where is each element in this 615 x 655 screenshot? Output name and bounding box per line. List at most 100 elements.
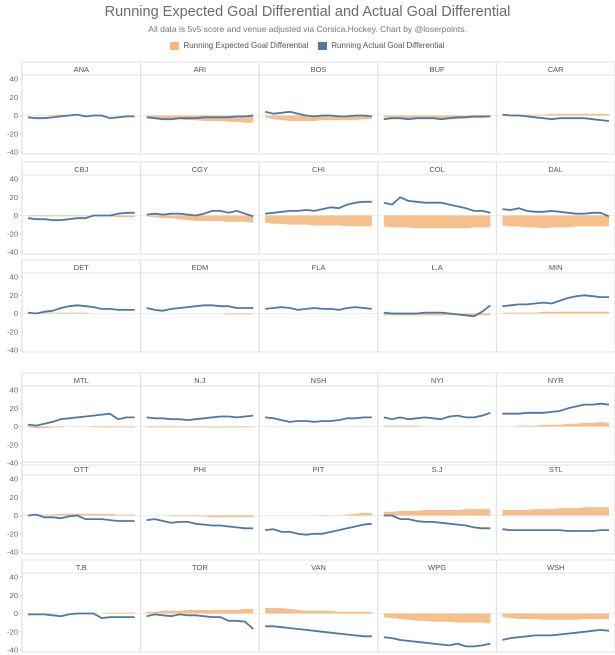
team-panel[interactable]: VAN (258, 559, 379, 653)
team-label: COL (429, 165, 444, 174)
expected-goal-diff-area (28, 513, 135, 516)
expected-goal-diff-area (502, 613, 609, 620)
team-label: NYR (548, 376, 564, 385)
team-panel[interactable]: DET 40 20 0 -20 -40 (7, 259, 142, 355)
y-tick-label: 40 (10, 175, 18, 184)
team-panel[interactable]: ANA 40 20 0 -20 -40 (7, 61, 142, 157)
y-tick-label: 0 (14, 111, 18, 120)
y-tick-label: -40 (7, 346, 18, 355)
panel-border (140, 461, 260, 555)
y-tick-label: 40 (10, 475, 18, 484)
team-label: NYI (431, 376, 444, 385)
actual-goal-diff-line (27, 113, 135, 120)
team-panel[interactable]: DAL (495, 161, 615, 255)
expected-goal-diff-area (28, 312, 135, 314)
actual-goal-diff-line (383, 411, 491, 421)
y-tick-label: 20 (10, 591, 18, 600)
team-panel[interactable]: WPG (377, 559, 497, 653)
expected-goal-diff-area (383, 425, 491, 427)
expected-goal-diff-area (383, 509, 491, 516)
team-label: CHI (312, 165, 325, 174)
y-tick-label: 0 (14, 309, 18, 318)
team-panel[interactable]: FLA (258, 259, 379, 353)
team-panel[interactable]: L.A (377, 259, 497, 353)
y-tick-label: -20 (7, 229, 18, 238)
actual-goal-diff-line (146, 304, 254, 312)
panel-border (495, 161, 615, 255)
team-panel[interactable]: T.B 40 20 0 -20 -40 (7, 559, 142, 655)
legend-item-expected[interactable]: Running Expected Goal Differential (170, 41, 308, 50)
team-label: TOR (192, 563, 208, 572)
expected-goal-diff-area (146, 515, 254, 518)
team-label: ARI (194, 65, 207, 74)
expected-goal-diff-area (383, 613, 491, 624)
actual-goal-diff-line (146, 114, 254, 121)
team-panel[interactable]: S.J (377, 461, 497, 555)
y-tick-label: 0 (14, 422, 18, 431)
actual-goal-diff-line (502, 629, 610, 641)
team-label: MIN (549, 263, 563, 272)
actual-goal-diff-line (383, 115, 491, 121)
team-panel[interactable]: N.J (140, 372, 260, 466)
expected-goal-diff-area (28, 114, 135, 117)
team-panel[interactable]: OTT 40 20 0 -20 -40 (7, 461, 142, 557)
team-panel[interactable]: CAR (495, 61, 615, 155)
team-panel[interactable]: STL (495, 461, 615, 555)
team-panel[interactable]: CGY (140, 161, 260, 255)
actual-goal-diff-line (265, 522, 372, 536)
chart-subtitle: All data is 5v5 score and venue adjusted… (148, 24, 467, 34)
y-tick-label: 20 (10, 193, 18, 202)
actual-goal-diff-line (265, 625, 372, 638)
actual-goal-diff-line (146, 613, 254, 630)
panel-border (377, 161, 497, 255)
y-tick-label: 40 (10, 75, 18, 84)
actual-goal-diff-line (265, 306, 372, 311)
team-label: CBJ (74, 165, 88, 174)
team-panel[interactable]: EDM (140, 259, 260, 353)
expected-goal-diff-area (146, 215, 254, 223)
team-panel[interactable]: BUF (377, 61, 497, 155)
expected-goal-diff-area (502, 311, 609, 314)
y-tick-label: 0 (14, 609, 18, 618)
actual-goal-diff-line (383, 304, 491, 318)
actual-goal-diff-line (146, 518, 254, 530)
panel-border (495, 372, 615, 466)
team-panel[interactable]: MIN (495, 259, 615, 353)
actual-goal-diff-line (383, 636, 491, 648)
team-panel[interactable]: PIT (258, 461, 379, 555)
actual-goal-diff-line (27, 412, 135, 427)
actual-goal-diff-line (265, 200, 372, 215)
team-panel[interactable]: WSH (495, 559, 615, 653)
team-panel[interactable]: TOR (140, 559, 260, 653)
team-panel[interactable]: CHI (258, 161, 379, 255)
panel-border (21, 559, 142, 653)
actual-goal-diff-line (502, 528, 609, 532)
y-tick-label: 20 (10, 291, 18, 300)
team-panel[interactable]: NYR (495, 372, 615, 466)
legend-item-actual[interactable]: Running Actual Goal Differential (318, 41, 445, 50)
y-tick-label: -20 (7, 627, 18, 636)
panel-border (258, 259, 379, 353)
team-panel[interactable]: PHI (140, 461, 260, 555)
team-panel[interactable]: COL (377, 161, 497, 255)
team-panel[interactable]: MTL 40 20 0 -20 -40 (7, 372, 142, 468)
team-panel[interactable]: NSH (258, 372, 379, 466)
team-label: BUF (430, 65, 445, 74)
team-panel[interactable]: BOS (258, 61, 379, 155)
actual-goal-diff-line (502, 402, 610, 415)
actual-goal-diff-line (146, 210, 254, 218)
expected-goal-diff-area (146, 608, 254, 614)
y-tick-label: 0 (14, 511, 18, 520)
team-panel[interactable]: ARI (140, 61, 260, 155)
team-panel[interactable]: CBJ 40 20 0 -20 -40 (7, 161, 142, 257)
team-label: STL (549, 465, 563, 474)
team-label: PHI (194, 465, 207, 474)
expected-goal-diff-area (265, 608, 372, 614)
panel-border (495, 61, 615, 155)
team-panel[interactable]: NYI (377, 372, 497, 466)
team-label: BOS (311, 65, 327, 74)
team-label: WPG (428, 563, 446, 572)
actual-goal-diff-line (502, 113, 610, 122)
panel-border (21, 461, 142, 555)
panel-border (495, 259, 615, 353)
